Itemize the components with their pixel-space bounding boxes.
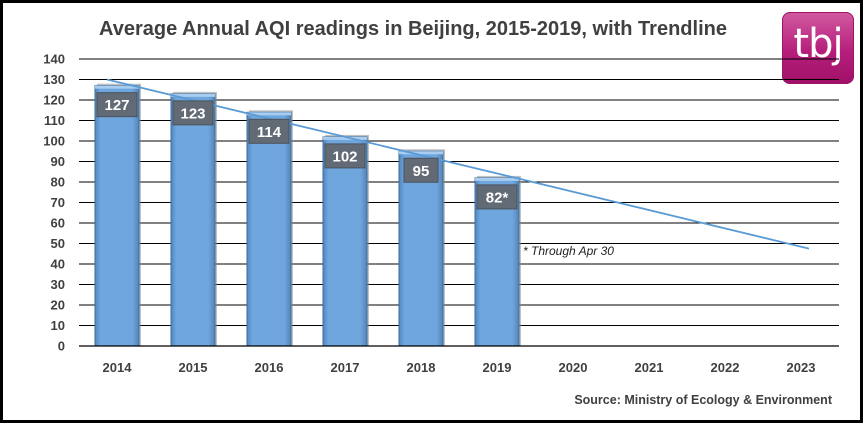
bar [170,93,216,347]
x-tick-label: 2023 [787,360,816,375]
x-tick-label: 2018 [407,360,436,375]
bar-highlight [475,177,519,181]
bar-highlight [247,112,291,116]
y-tick-label: 50 [51,236,65,251]
data-label: 123 [180,105,205,122]
bar-highlight [323,136,367,140]
x-tick-label: 2022 [711,360,740,375]
x-tick-label: 2021 [635,360,664,375]
y-tick-label: 70 [51,195,65,210]
y-tick-label: 80 [51,175,65,190]
data-label-box [248,118,290,144]
y-tick-label: 120 [43,93,65,108]
data-label: 102 [332,148,357,165]
x-tick-label: 2017 [331,360,360,375]
y-tick-label: 20 [51,298,65,313]
y-tick-label: 140 [43,52,65,67]
x-tick-label: 2019 [483,360,512,375]
y-tick-label: 100 [43,134,65,149]
bar-chart: 0 10 20 30 40 50 60 70 80 90 100 110 120 130 140 127 123… [43,52,839,375]
data-label-box [96,92,138,118]
data-label: 114 [257,124,282,141]
x-tick-label: 2016 [255,360,284,375]
y-tick-label: 60 [51,216,65,231]
bar [322,136,368,347]
data-label-box [476,184,518,210]
bar-highlight [399,151,443,155]
chart-title: Average Annual AQI readings in Beijing, … [99,18,727,40]
y-tick-label: 10 [51,318,65,333]
bar-highlight [95,85,139,89]
data-label-box [324,143,366,169]
trendline [106,78,810,250]
data-label-box [172,100,214,126]
data-label: 127 [104,97,129,114]
y-tick-label: 40 [51,257,65,272]
bar [94,85,140,347]
y-tick-label: 0 [58,339,65,354]
y-tick-label: 110 [44,113,65,128]
y-tick-label: 130 [43,72,65,87]
bar [398,150,444,347]
y-tick-label: 90 [51,154,65,169]
x-tick-label: 2014 [103,360,133,375]
data-label: 95 [413,163,430,180]
x-tick-label: 2015 [179,360,208,375]
data-label-box [403,157,439,183]
y-tick-label: 30 [51,277,65,292]
x-tick-label: 2020 [559,360,588,375]
annotation-note: * Through Apr 30 [523,244,614,258]
source-note: Source: Ministry of Ecology & Environmen… [574,393,832,407]
data-label: 82* [486,189,509,206]
bar-highlight [171,93,215,97]
bar [246,111,292,347]
